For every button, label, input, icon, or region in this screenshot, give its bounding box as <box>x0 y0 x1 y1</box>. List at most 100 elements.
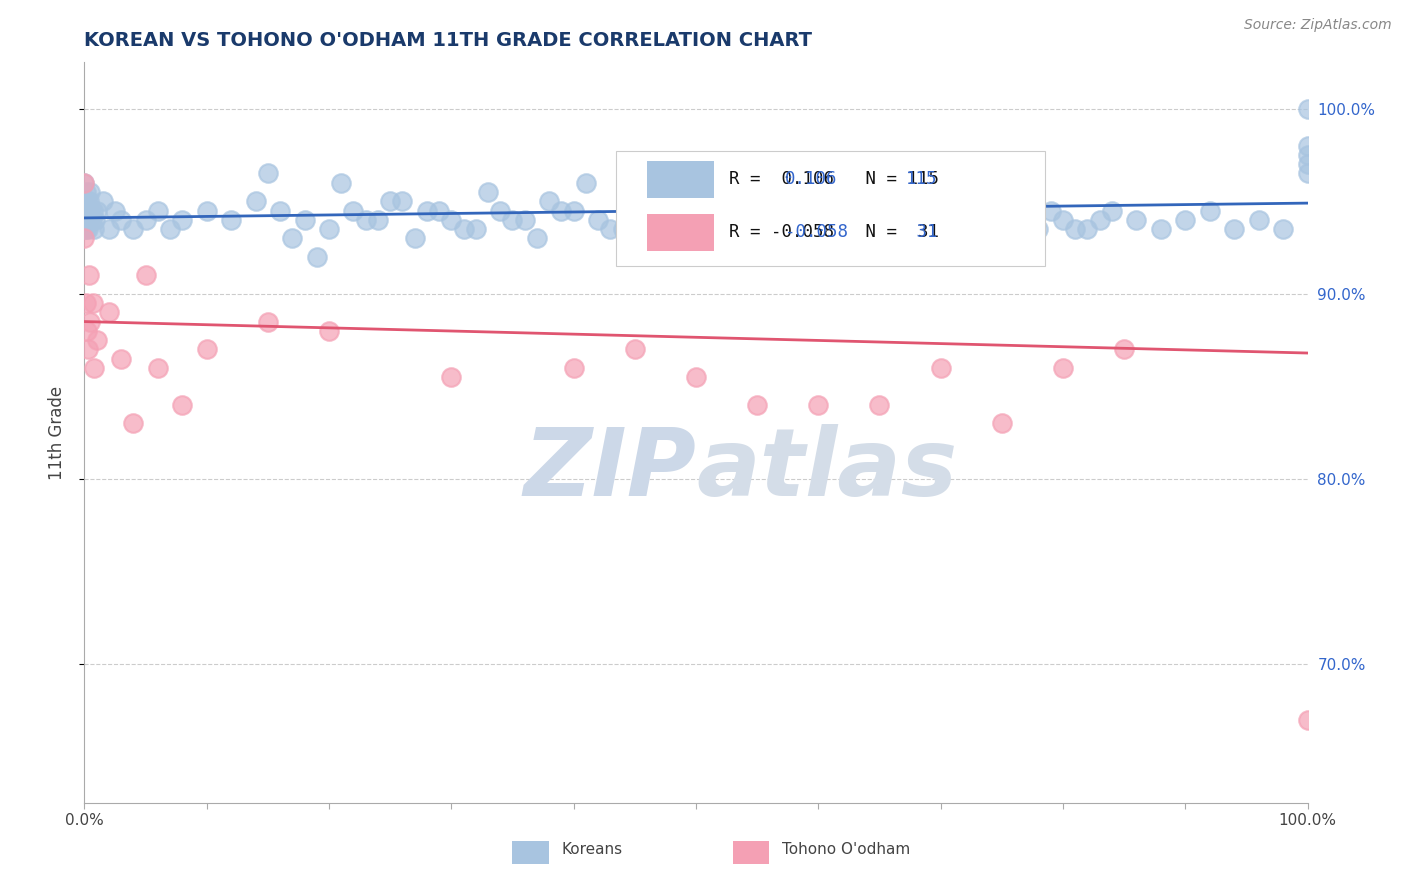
Point <box>1296 102 1319 116</box>
Point <box>905 222 928 236</box>
Point <box>83 222 105 236</box>
Point <box>80 212 103 227</box>
Point <box>624 343 647 357</box>
Text: ZIP: ZIP <box>523 424 696 516</box>
Point <box>1296 713 1319 727</box>
Point <box>464 222 486 236</box>
Point <box>73 176 96 190</box>
Point <box>77 268 100 283</box>
Point <box>1052 360 1074 375</box>
Point <box>1174 212 1197 227</box>
Point <box>1028 222 1050 236</box>
Point <box>330 176 353 190</box>
Point <box>135 268 157 283</box>
Point <box>86 333 108 347</box>
Point <box>76 212 98 227</box>
Point <box>82 203 104 218</box>
Point <box>110 212 132 227</box>
Point <box>79 185 101 199</box>
Point <box>1296 166 1319 180</box>
Point <box>820 212 842 227</box>
Point <box>318 324 340 338</box>
Point <box>685 370 707 384</box>
Point <box>1150 222 1173 236</box>
Point <box>942 203 965 218</box>
Text: KOREAN VS TOHONO O'ODHAM 11TH GRADE CORRELATION CHART: KOREAN VS TOHONO O'ODHAM 11TH GRADE CORR… <box>84 30 813 50</box>
Point <box>661 212 683 227</box>
Point <box>97 305 120 319</box>
Point <box>77 212 100 227</box>
Point <box>893 212 915 227</box>
Point <box>550 203 572 218</box>
Point <box>367 212 389 227</box>
Point <box>1296 157 1319 171</box>
Point <box>794 222 817 236</box>
Point <box>86 203 108 218</box>
Point <box>1296 148 1319 162</box>
Point <box>440 212 463 227</box>
Point <box>342 203 364 218</box>
Text: -0.058: -0.058 <box>786 223 848 241</box>
FancyBboxPatch shape <box>616 152 1045 266</box>
Point <box>1088 212 1111 227</box>
Point <box>159 222 181 236</box>
Point <box>318 222 340 236</box>
Point <box>104 203 127 218</box>
Point <box>281 231 304 245</box>
Point <box>146 360 169 375</box>
Text: Koreans: Koreans <box>561 842 623 857</box>
Point <box>77 203 100 218</box>
Point <box>562 203 585 218</box>
Text: Tohono O'odham: Tohono O'odham <box>782 842 910 857</box>
Point <box>440 370 463 384</box>
Point <box>721 212 744 227</box>
Bar <box>647 214 714 252</box>
Point <box>1002 212 1025 227</box>
Point <box>783 212 806 227</box>
Point <box>195 203 218 218</box>
Point <box>807 203 830 218</box>
Text: R = -0.058   N =  31: R = -0.058 N = 31 <box>728 223 939 241</box>
Point <box>305 250 328 264</box>
Point <box>73 194 96 209</box>
Point <box>354 212 377 227</box>
Point <box>110 351 132 366</box>
Point <box>1247 212 1270 227</box>
Point <box>747 398 769 412</box>
Point <box>122 417 145 431</box>
Point <box>453 222 475 236</box>
Text: 0.106: 0.106 <box>786 169 838 187</box>
Point <box>257 166 280 180</box>
Point <box>77 343 100 357</box>
Point <box>245 194 267 209</box>
Point <box>953 222 976 236</box>
Point <box>75 296 97 310</box>
Point <box>586 212 609 227</box>
Point <box>697 203 720 218</box>
Point <box>685 222 707 236</box>
Point <box>1114 343 1136 357</box>
Bar <box>513 840 550 864</box>
Point <box>991 212 1014 227</box>
Point <box>77 222 100 236</box>
Point <box>538 194 561 209</box>
Point <box>1064 222 1087 236</box>
Point <box>648 194 671 209</box>
Text: 31: 31 <box>907 223 938 241</box>
Point <box>82 296 104 310</box>
Point <box>391 194 413 209</box>
Point <box>844 194 866 209</box>
Point <box>1039 203 1062 218</box>
Point <box>294 212 316 227</box>
Point <box>1125 212 1147 227</box>
Point <box>672 222 695 236</box>
Point <box>77 194 100 209</box>
Point <box>489 203 512 218</box>
Point <box>1076 222 1098 236</box>
Point <box>73 212 96 227</box>
Point <box>404 231 426 245</box>
Y-axis label: 11th Grade: 11th Grade <box>48 385 66 480</box>
Point <box>917 231 939 245</box>
Point <box>1223 222 1246 236</box>
Point <box>856 212 879 227</box>
